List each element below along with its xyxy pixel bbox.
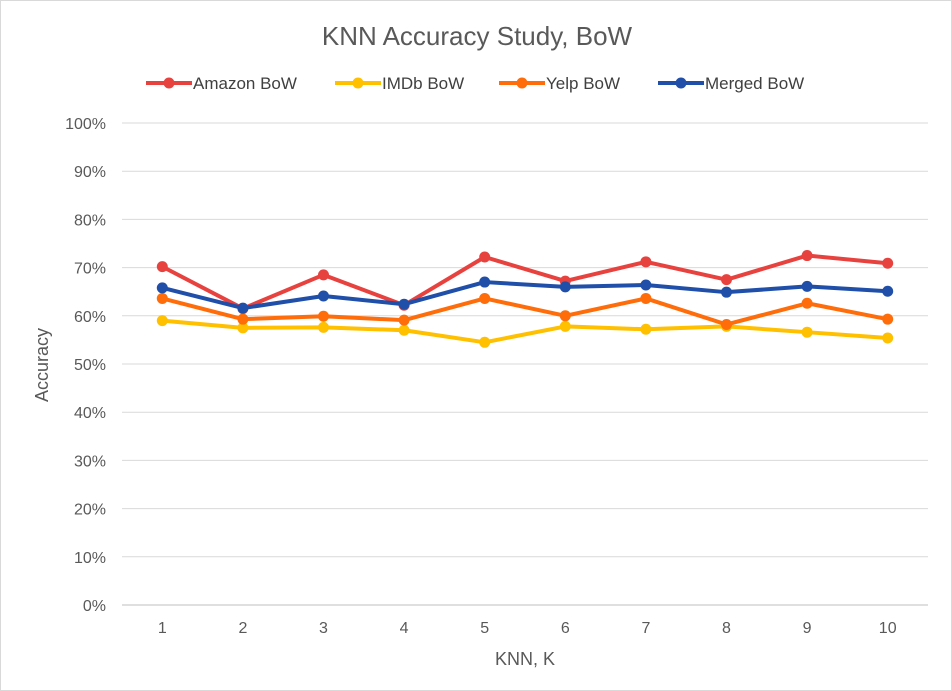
x-tick-label: 10 xyxy=(879,620,897,637)
legend-label: Yelp BoW xyxy=(546,74,620,93)
series-merged-bow xyxy=(156,276,894,314)
x-tick-label: 7 xyxy=(641,620,650,637)
x-tick-label: 2 xyxy=(238,620,247,637)
data-point xyxy=(318,310,329,322)
data-point xyxy=(882,257,894,269)
data-point xyxy=(559,281,571,293)
data-point xyxy=(479,336,491,348)
y-tick-label: 40% xyxy=(74,405,106,422)
data-point xyxy=(398,314,410,326)
data-point xyxy=(882,332,894,344)
data-point xyxy=(882,285,894,297)
x-axis-title: KNN, K xyxy=(495,649,555,669)
y-tick-label: 30% xyxy=(74,453,106,470)
legend-swatch-marker xyxy=(163,77,175,89)
x-tick-label: 4 xyxy=(400,620,409,637)
data-point xyxy=(156,282,168,294)
y-tick-label: 10% xyxy=(74,550,106,567)
data-point xyxy=(237,313,249,325)
x-tick-label: 6 xyxy=(561,620,570,637)
legend-item: Yelp BoW xyxy=(499,74,620,93)
series-line xyxy=(160,253,890,311)
x-tick-label: 1 xyxy=(158,620,167,637)
x-tick-label: 9 xyxy=(803,620,812,637)
legend-swatch-marker xyxy=(516,77,528,89)
data-point xyxy=(801,250,813,262)
y-axis-title: Accuracy xyxy=(32,328,52,402)
data-point xyxy=(801,326,813,338)
legend-item: Merged BoW xyxy=(658,74,804,93)
series-line xyxy=(160,296,890,327)
data-point xyxy=(237,322,249,334)
data-point xyxy=(479,251,491,263)
series-line xyxy=(160,318,890,345)
data-point xyxy=(237,302,249,314)
legend-label: IMDb BoW xyxy=(382,74,464,93)
y-tick-label: 0% xyxy=(83,598,106,615)
data-point xyxy=(156,315,168,327)
data-point xyxy=(156,261,168,273)
data-point xyxy=(640,279,652,291)
data-point xyxy=(318,290,329,302)
data-point xyxy=(156,292,168,304)
data-point xyxy=(721,318,732,330)
data-point xyxy=(640,256,652,268)
chart-title: KNN Accuracy Study, BoW xyxy=(322,21,633,51)
y-tick-label: 20% xyxy=(74,502,106,519)
data-point xyxy=(318,269,329,281)
x-axis-ticks: 1 2 3 4 5 6 7 8 9 10 xyxy=(158,620,897,637)
data-point xyxy=(398,298,410,310)
y-tick-label: 100% xyxy=(65,116,106,133)
legend-swatch-marker xyxy=(675,77,687,89)
series-layer xyxy=(156,250,894,348)
y-tick-label: 70% xyxy=(74,261,106,278)
legend-item: Amazon BoW xyxy=(146,74,297,93)
x-tick-label: 5 xyxy=(480,620,489,637)
data-point xyxy=(721,286,732,298)
y-axis-ticks: 0% 10% 20% 30% 40% 50% 60% 70% 80% 90% 100% xyxy=(65,116,106,615)
data-point xyxy=(882,313,894,325)
legend-item: IMDb BoW xyxy=(335,74,464,93)
y-tick-label: 50% xyxy=(74,357,106,374)
data-point xyxy=(479,292,491,304)
gridlines xyxy=(122,122,928,606)
legend: Amazon BoW IMDb BoW Yelp BoW Merged BoW xyxy=(146,74,804,93)
data-point xyxy=(559,320,571,332)
y-tick-label: 80% xyxy=(74,212,106,229)
x-tick-label: 8 xyxy=(722,620,731,637)
x-tick-label: 3 xyxy=(319,620,328,637)
data-point xyxy=(559,310,571,322)
y-tick-label: 60% xyxy=(74,309,106,326)
legend-label: Amazon BoW xyxy=(193,74,297,93)
data-point xyxy=(318,321,329,333)
data-point xyxy=(801,297,813,309)
data-point xyxy=(721,274,732,286)
series-yelp-bow xyxy=(156,292,894,330)
series-line xyxy=(160,280,890,311)
data-point xyxy=(640,323,652,335)
data-point xyxy=(479,276,491,288)
legend-swatch-marker xyxy=(352,77,364,89)
y-tick-label: 90% xyxy=(74,164,106,181)
data-point xyxy=(398,324,410,336)
data-point xyxy=(801,280,813,292)
legend-label: Merged BoW xyxy=(705,74,804,93)
data-point xyxy=(640,292,652,304)
